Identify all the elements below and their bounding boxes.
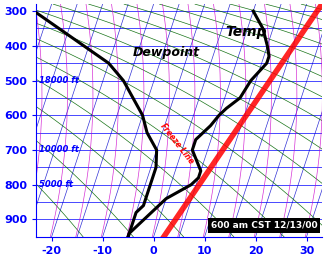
Text: 5000 ft: 5000 ft <box>39 180 73 189</box>
Text: Temp: Temp <box>225 25 266 39</box>
Text: 600 am CST 12/13/00: 600 am CST 12/13/00 <box>211 221 318 230</box>
Text: 10000 ft: 10000 ft <box>39 146 79 154</box>
Text: 18000 ft: 18000 ft <box>39 76 79 85</box>
Text: Dewpoint: Dewpoint <box>133 46 200 59</box>
Text: Freeze Line: Freeze Line <box>159 122 196 166</box>
